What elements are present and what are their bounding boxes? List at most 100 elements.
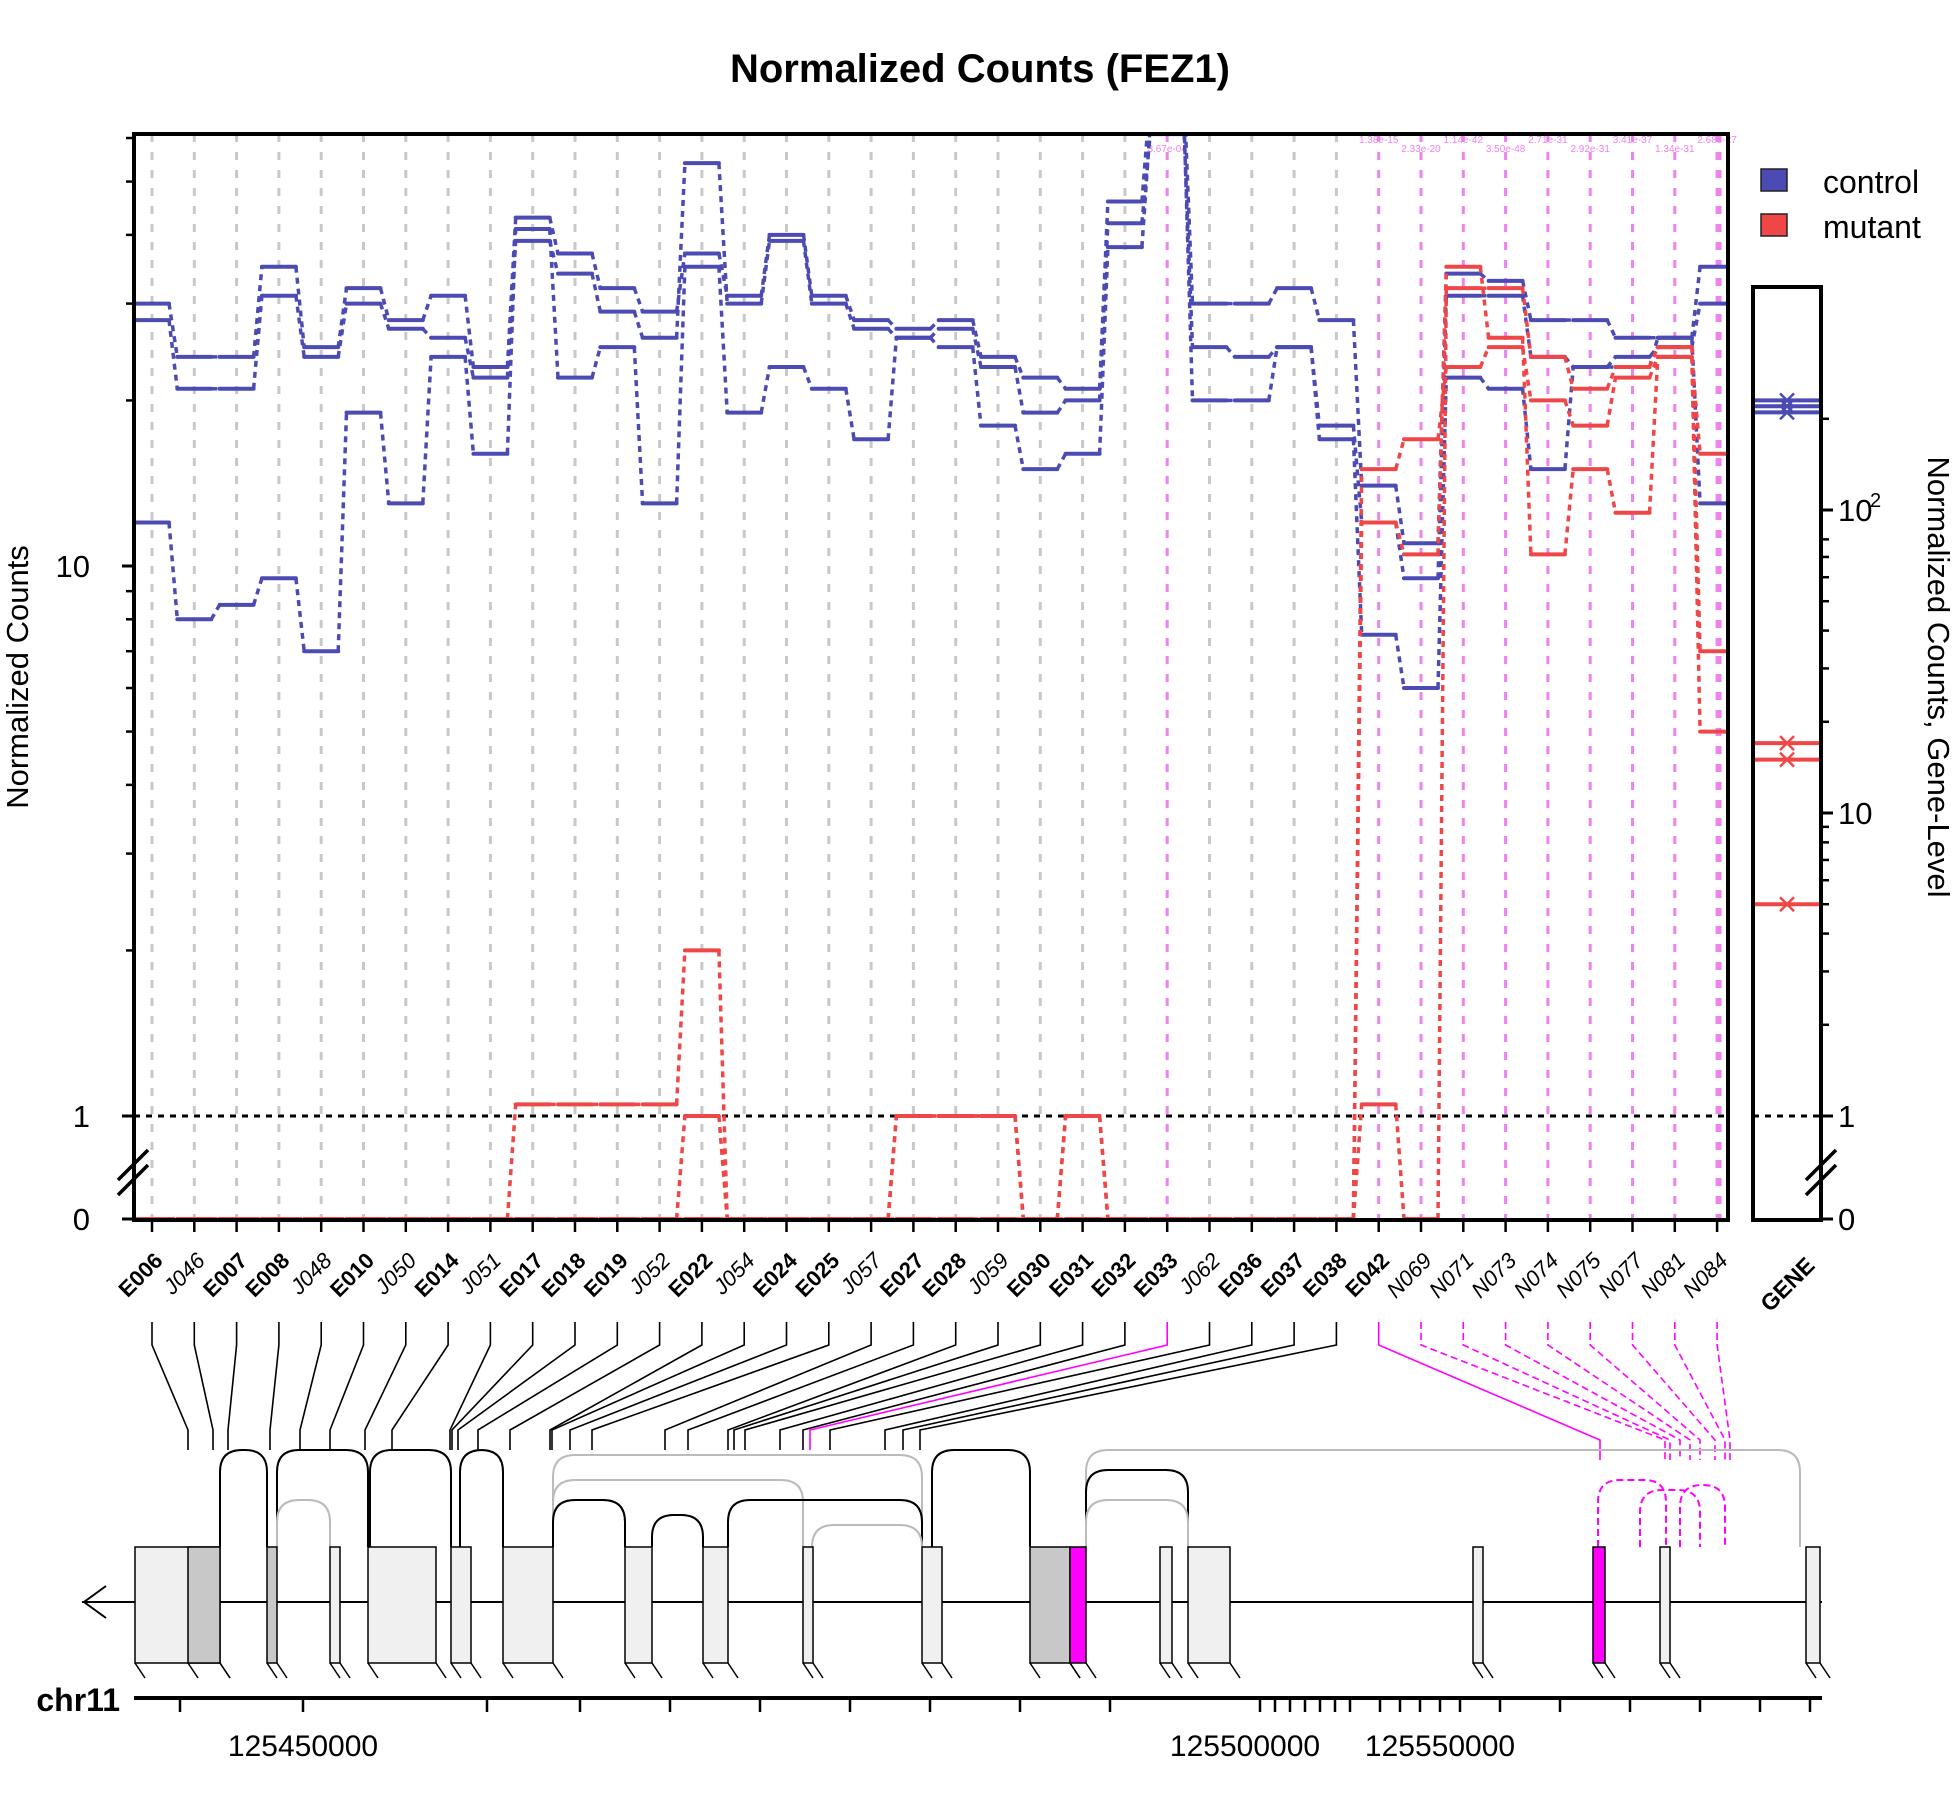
series-connector [1055, 399, 1068, 414]
axis-break-icon [1804, 1148, 1838, 1197]
feature-connector [744, 1322, 1042, 1450]
feature-label: J046 [158, 1247, 211, 1300]
series-connector [167, 303, 180, 358]
series-connector [421, 356, 433, 504]
series-connector [1647, 356, 1660, 513]
series-connector [1013, 425, 1026, 470]
legend-swatch-mutant [1760, 213, 1788, 237]
series-connector [717, 950, 729, 1220]
junction-arc [459, 1449, 504, 1547]
series-connector [1393, 522, 1406, 579]
y-tick-label: 1 [73, 1099, 90, 1134]
pvalue-label: 1.14e-42 [1444, 135, 1484, 146]
series-connector [886, 1115, 899, 1220]
gene-level-marker [1779, 896, 1795, 913]
series-connector [844, 388, 856, 440]
feature-label: E022 [663, 1248, 717, 1302]
feature-label: E028 [917, 1248, 971, 1302]
series-mutant [134, 264, 1728, 1220]
series-connector [1436, 377, 1449, 689]
feature-connector [477, 1322, 619, 1450]
plot-frame [132, 132, 1730, 1222]
feature-connector [329, 1322, 365, 1450]
series-connector [929, 327, 940, 339]
feature-label: E036 [1213, 1248, 1267, 1302]
series-connector [336, 412, 349, 652]
series-connector [1478, 376, 1491, 390]
series-connector [1436, 366, 1449, 440]
feature-connector [1716, 1322, 1731, 1460]
feature-connector [1420, 1322, 1666, 1460]
series-connector [886, 318, 898, 330]
exon-foot [1805, 1662, 1831, 1679]
junction-arc [1085, 1499, 1189, 1547]
junction-arc [276, 1499, 331, 1547]
exon-foot [1472, 1662, 1494, 1679]
exon-foot [624, 1662, 663, 1679]
junction-arc [931, 1449, 1031, 1547]
feature-label: E027 [875, 1248, 929, 1302]
exon-box [1659, 1546, 1671, 1664]
series-connector [167, 522, 180, 620]
feature-connector [449, 1322, 492, 1450]
junction-arc [1085, 1449, 1801, 1547]
exon-foot [921, 1662, 953, 1679]
gene-level-marker [1779, 398, 1795, 415]
exon-foot [187, 1662, 231, 1679]
exon-foot [1187, 1662, 1241, 1679]
left-y-axis: 0 1 10 [56, 136, 150, 1237]
series-connector [1563, 356, 1575, 390]
series-connector [421, 327, 433, 339]
series-connector [590, 346, 602, 379]
exon-foot [1659, 1662, 1681, 1679]
series-connector [336, 303, 349, 358]
pvalue-label: 1.34e-31 [1655, 144, 1695, 155]
feature-connector [802, 1322, 1126, 1450]
exon-foot [1029, 1662, 1081, 1679]
junction-arc [552, 1499, 626, 1547]
genomic-axis-ticks [178, 1698, 1812, 1712]
gene-model [82, 1449, 1831, 1679]
feature-connector [1504, 1322, 1681, 1460]
genome-tick-label: 125500000 [1170, 1730, 1320, 1763]
exon-foot [502, 1662, 564, 1679]
feature-connector [829, 1322, 1211, 1450]
series-connector [548, 240, 560, 275]
gene-label: GENE [1755, 1252, 1819, 1316]
feature-label: E030 [1002, 1248, 1056, 1302]
feature-label: E032 [1086, 1248, 1140, 1302]
gene-level-frame [1751, 285, 1823, 1222]
feature-connector [549, 1322, 703, 1450]
pvalue-labels: 3.67e-04 1.38e-152.33e-201.14e-423.50e-48… [1147, 135, 1737, 155]
feature-connector [1674, 1322, 1726, 1460]
series-connector [1267, 345, 1279, 359]
series-connector [1520, 346, 1533, 401]
junction-arc [369, 1449, 452, 1547]
feature-connector [733, 1322, 999, 1450]
series-connector [1648, 345, 1660, 359]
feature-connector [227, 1322, 238, 1450]
series-connector [759, 366, 772, 413]
series-connector [1690, 266, 1702, 338]
axis-break-icon [116, 1148, 150, 1197]
chart-title: Normalized Counts (FEZ1) [730, 47, 1230, 91]
feature-connector [569, 1322, 788, 1450]
feature-label: J054 [708, 1248, 760, 1300]
pvalue-label: 2.92e-31 [1570, 144, 1610, 155]
series-connector [674, 950, 687, 1105]
series-connector [336, 287, 349, 348]
series-connector [1520, 280, 1533, 321]
series-connector [209, 603, 222, 621]
series-connector [717, 163, 729, 304]
feature-label: E031 [1044, 1248, 1098, 1302]
feature-label: E007 [198, 1248, 252, 1302]
feature-connector [779, 1322, 1084, 1450]
series-connector [717, 266, 729, 413]
series-connector [1690, 337, 1702, 504]
feature-label: N073 [1466, 1247, 1521, 1302]
feature-connector [1631, 1322, 1716, 1460]
series-connector [1478, 346, 1491, 368]
series-connector [844, 303, 856, 330]
series-connector [1351, 1104, 1364, 1220]
feature-label: E024 [748, 1247, 803, 1302]
